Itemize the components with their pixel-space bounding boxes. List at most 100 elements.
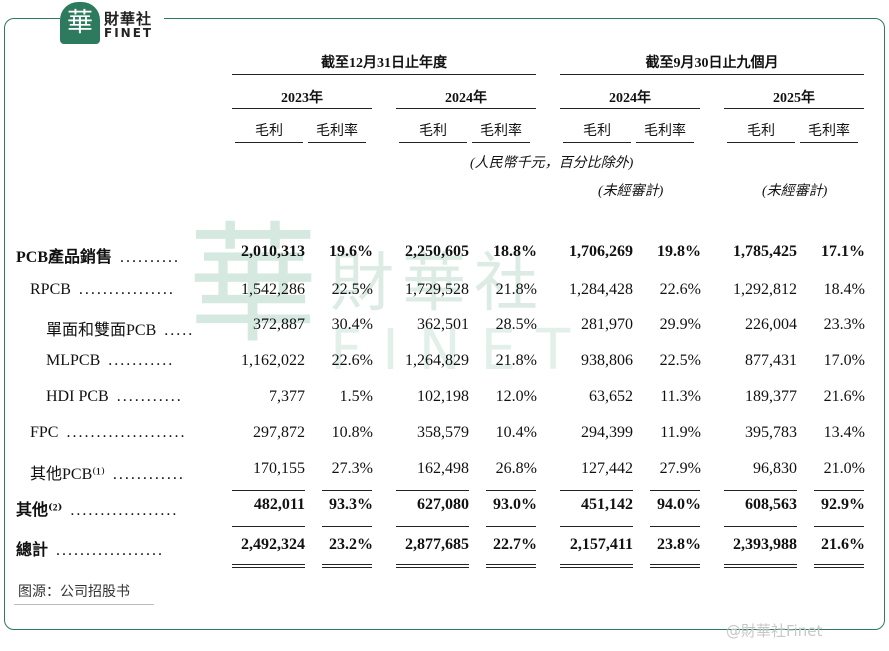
dot-leader: ..... bbox=[164, 322, 195, 339]
gross-margin-cell: 10.8% bbox=[331, 424, 373, 441]
gross-profit-cell: 451,142 bbox=[581, 496, 633, 513]
gross-profit-cell: 162,498 bbox=[417, 460, 469, 477]
header-year: 2025年 bbox=[773, 91, 815, 106]
row-label: 總計.................. bbox=[16, 536, 164, 560]
gross-profit-cell: 372,887 bbox=[253, 316, 305, 333]
subtotal-rule bbox=[232, 490, 305, 491]
row-label: 單面和雙面PCB..... bbox=[46, 316, 194, 340]
gross-profit-cell: 226,004 bbox=[745, 316, 797, 333]
total-double-rule bbox=[650, 567, 700, 568]
gross-profit-cell: 2,250,605 bbox=[405, 243, 469, 260]
header-year: 2023年 bbox=[281, 91, 323, 106]
subtotal-rule bbox=[396, 490, 469, 491]
header-rule bbox=[232, 108, 372, 109]
subtotal-rule bbox=[724, 490, 797, 491]
total-rule bbox=[814, 526, 864, 527]
row-label-text: 單面和雙面PCB bbox=[46, 322, 157, 339]
gross-profit-cell: 877,431 bbox=[745, 352, 797, 369]
gross-profit-cell: 1,264,829 bbox=[405, 352, 469, 369]
subtotal-rule bbox=[322, 490, 372, 491]
watermark-seal: 華 bbox=[188, 209, 319, 361]
gross-margin-cell: 22.5% bbox=[331, 281, 373, 298]
gross-profit-cell: 1,729,528 bbox=[405, 281, 469, 298]
row-label-text: MLPCB bbox=[46, 352, 101, 369]
header-year: 2024年 bbox=[445, 91, 487, 106]
gross-margin-cell: 23.8% bbox=[657, 536, 701, 553]
gross-margin-cell: 27.9% bbox=[659, 460, 701, 477]
gross-margin-cell: 10.4% bbox=[495, 424, 537, 441]
gross-margin-cell: 22.6% bbox=[659, 281, 701, 298]
total-double-rule bbox=[486, 567, 536, 568]
header-gross-margin: 毛利率 bbox=[808, 124, 850, 139]
row-label: MLPCB........... bbox=[46, 352, 174, 370]
header-gross-margin: 毛利率 bbox=[316, 124, 358, 139]
finet-logo: 華 財華社 FINET bbox=[60, 2, 164, 46]
gross-margin-cell: 28.5% bbox=[495, 316, 537, 333]
gross-profit-cell: 127,442 bbox=[581, 460, 633, 477]
gross-profit-cell: 170,155 bbox=[253, 460, 305, 477]
weibo-watermark: @財華社Finet bbox=[726, 622, 823, 640]
total-double-rule bbox=[724, 567, 797, 568]
gross-margin-cell: 18.8% bbox=[493, 243, 537, 260]
row-label-text: RPCB bbox=[30, 281, 71, 298]
gross-margin-cell: 22.6% bbox=[331, 352, 373, 369]
gross-margin-cell: 30.4% bbox=[331, 316, 373, 333]
dot-leader: ........... bbox=[116, 388, 183, 405]
row-label-text: 其他⁽²⁾ bbox=[16, 502, 63, 519]
gross-margin-cell: 26.8% bbox=[495, 460, 537, 477]
gross-margin-cell: 17.0% bbox=[823, 352, 865, 369]
header-rule bbox=[308, 142, 366, 143]
header-fiscal-year: 截至12月31日止年度 bbox=[321, 56, 447, 71]
gross-profit-cell: 2,393,988 bbox=[733, 536, 797, 553]
header-rule bbox=[396, 108, 536, 109]
row-label-text: HDI PCB bbox=[46, 388, 109, 405]
total-rule bbox=[724, 526, 797, 527]
dot-leader: ................ bbox=[78, 281, 175, 298]
row-label: HDI PCB........... bbox=[46, 388, 183, 406]
gross-margin-cell: 21.6% bbox=[821, 536, 865, 553]
dot-leader: ............ bbox=[112, 466, 185, 483]
gross-margin-cell: 23.3% bbox=[823, 316, 865, 333]
gross-profit-cell: 362,501 bbox=[417, 316, 469, 333]
logo-en-text: FINET bbox=[104, 26, 154, 40]
total-rule bbox=[560, 526, 633, 527]
dot-leader: .................. bbox=[56, 542, 165, 559]
gross-margin-cell: 29.9% bbox=[659, 316, 701, 333]
total-double-rule bbox=[560, 567, 633, 568]
logo-badge-icon: 華 bbox=[60, 2, 100, 44]
gross-margin-cell: 12.0% bbox=[495, 388, 537, 405]
gross-profit-cell: 297,872 bbox=[253, 424, 305, 441]
gross-profit-cell: 1,785,425 bbox=[733, 243, 797, 260]
gross-margin-cell: 93.3% bbox=[329, 496, 373, 513]
gross-margin-cell: 21.8% bbox=[495, 281, 537, 298]
watermark-text-cn: 財華社 bbox=[330, 247, 546, 321]
watermark-text-en: FINET bbox=[330, 318, 591, 383]
header-gross-profit: 毛利 bbox=[419, 124, 447, 139]
header-gross-margin: 毛利率 bbox=[480, 124, 522, 139]
total-double-rule bbox=[232, 567, 305, 568]
header-rule bbox=[472, 142, 530, 143]
unaudited-note: (未經審計) bbox=[762, 184, 828, 199]
gross-margin-cell: 17.1% bbox=[821, 243, 865, 260]
total-double-rule bbox=[396, 567, 469, 568]
header-rule bbox=[563, 142, 631, 143]
source-divider bbox=[14, 604, 154, 605]
row-label-text: 總計 bbox=[16, 542, 49, 559]
gross-margin-cell: 23.2% bbox=[329, 536, 373, 553]
gross-margin-cell: 27.3% bbox=[331, 460, 373, 477]
gross-profit-cell: 627,080 bbox=[417, 496, 469, 513]
source-caption: 图源：公司招股书 bbox=[18, 584, 130, 600]
gross-margin-cell: 21.8% bbox=[495, 352, 537, 369]
header-year: 2024年 bbox=[609, 91, 651, 106]
total-double-rule bbox=[650, 564, 700, 565]
total-double-rule bbox=[724, 564, 797, 565]
gross-profit-cell: 395,783 bbox=[745, 424, 797, 441]
gross-margin-cell: 22.5% bbox=[659, 352, 701, 369]
total-double-rule bbox=[814, 567, 864, 568]
gross-profit-cell: 2,157,411 bbox=[569, 536, 633, 553]
gross-margin-cell: 19.8% bbox=[657, 243, 701, 260]
header-rule bbox=[636, 142, 694, 143]
gross-profit-cell: 294,399 bbox=[581, 424, 633, 441]
gross-profit-cell: 2,010,313 bbox=[241, 243, 305, 260]
gross-margin-cell: 21.6% bbox=[823, 388, 865, 405]
